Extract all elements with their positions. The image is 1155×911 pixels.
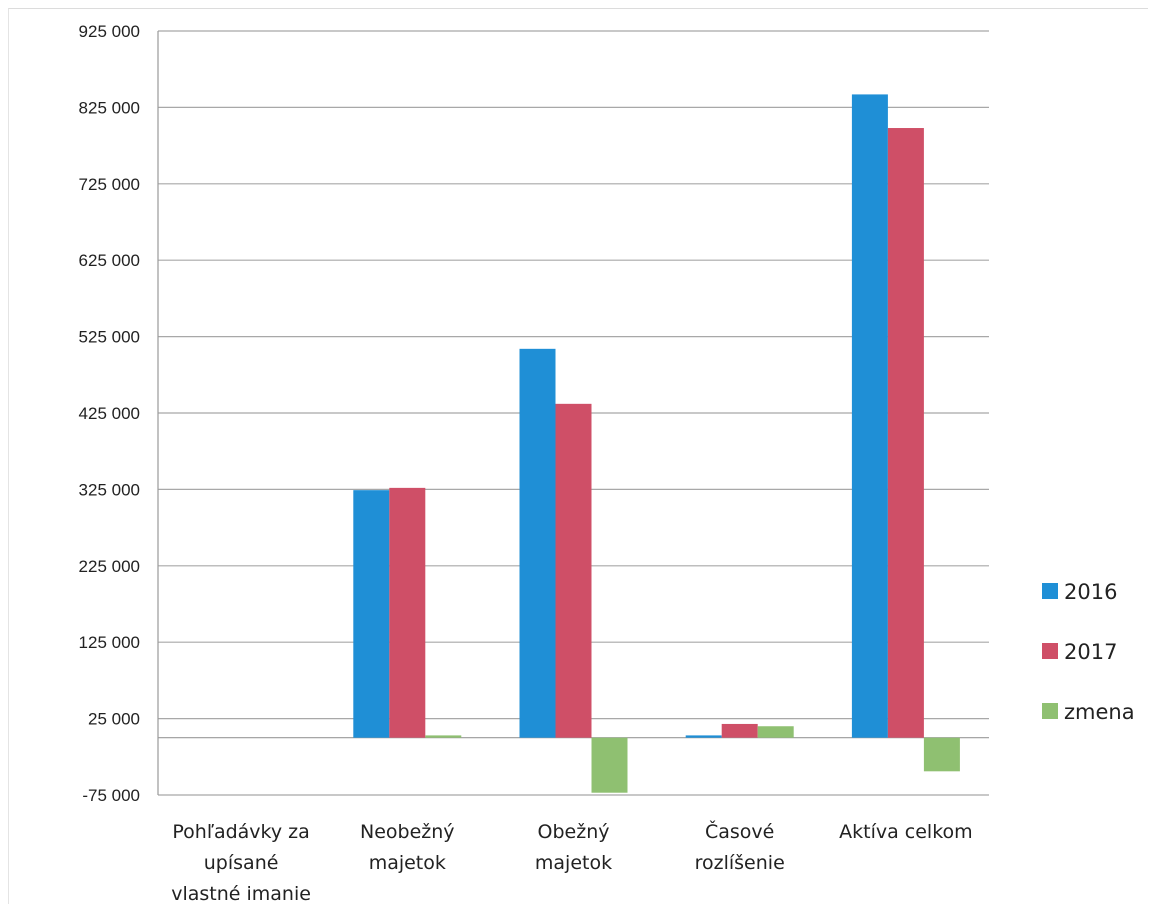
x-category-label: Obežný <box>538 821 610 843</box>
bar-zmena-1 <box>425 735 462 738</box>
x-category-label: Aktíva celkom <box>839 821 973 843</box>
legend-label: 2017 <box>1064 640 1117 664</box>
y-tick-label: 525 000 <box>79 328 140 347</box>
bar-2016-3 <box>685 735 722 738</box>
y-tick-label: 625 000 <box>79 251 140 270</box>
legend-swatch-2016 <box>1042 583 1058 599</box>
legend-label: 2016 <box>1064 580 1117 604</box>
x-category-label: Časové <box>705 819 774 843</box>
y-tick-label: -75 000 <box>82 786 140 805</box>
x-category-label: majetok <box>369 852 446 874</box>
x-category-label: Pohľadávky za <box>172 821 309 843</box>
bar-zmena-2 <box>591 737 628 793</box>
legend-swatch-zmena <box>1042 703 1058 719</box>
x-category-label: vlastné imanie <box>171 883 311 905</box>
bar-2016-2 <box>519 348 556 738</box>
bar-2017-3 <box>721 723 758 738</box>
y-tick-label: 825 000 <box>79 98 140 117</box>
legend-label: zmena <box>1064 700 1135 724</box>
bar-2017-2 <box>555 403 592 738</box>
legend-swatch-2017 <box>1042 643 1058 659</box>
x-category-label: rozlíšenie <box>695 852 785 874</box>
y-tick-label: 725 000 <box>79 175 140 194</box>
x-category-label: Neobežný <box>360 821 455 843</box>
x-category-label: majetok <box>535 852 612 874</box>
y-tick-label: 225 000 <box>79 557 140 576</box>
bar-2016-4 <box>851 94 888 738</box>
bar-zmena-3 <box>757 726 794 738</box>
bar-2017-4 <box>887 128 924 738</box>
x-category-label: upísané <box>204 852 279 874</box>
bar-chart: -75 000 25 000 125 000 225 000 325 000 425 00… <box>79 22 1135 905</box>
y-tick-label: 325 000 <box>79 480 140 499</box>
y-tick-label: 125 000 <box>79 633 140 652</box>
bar-2017-1 <box>389 487 426 738</box>
bar-2016-1 <box>353 490 390 738</box>
y-tick-label: 925 000 <box>79 22 140 41</box>
y-tick-label: 425 000 <box>79 404 140 423</box>
y-tick-label: 25 000 <box>88 710 140 729</box>
chart-frame: -75 000 25 000 125 000 225 000 325 000 425 00… <box>8 8 1148 905</box>
bar-zmena-4 <box>923 737 960 772</box>
